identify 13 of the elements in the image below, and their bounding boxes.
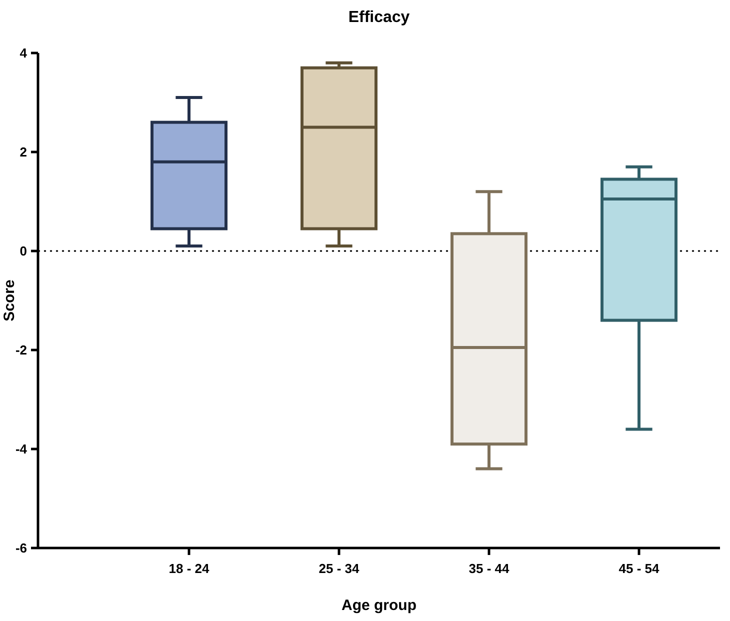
x-axis-title: Age group xyxy=(342,597,416,614)
y-tick-label: 2 xyxy=(20,144,27,160)
y-tick-label: -4 xyxy=(15,442,28,457)
y-tick-label: -2 xyxy=(15,342,27,358)
y-tick-label: 4 xyxy=(20,46,28,61)
x-tick-label: 35 - 44 xyxy=(468,561,510,576)
x-tick-label: 45 - 54 xyxy=(618,561,660,576)
x-tick-label: 18 - 24 xyxy=(168,561,210,576)
chart-title: Efficacy xyxy=(348,9,410,26)
y-tick-label: 0 xyxy=(20,244,27,259)
y-tick-label: -6 xyxy=(15,540,27,556)
x-tick-label: 25 - 34 xyxy=(318,561,360,576)
y-axis-title: Score xyxy=(1,280,18,322)
